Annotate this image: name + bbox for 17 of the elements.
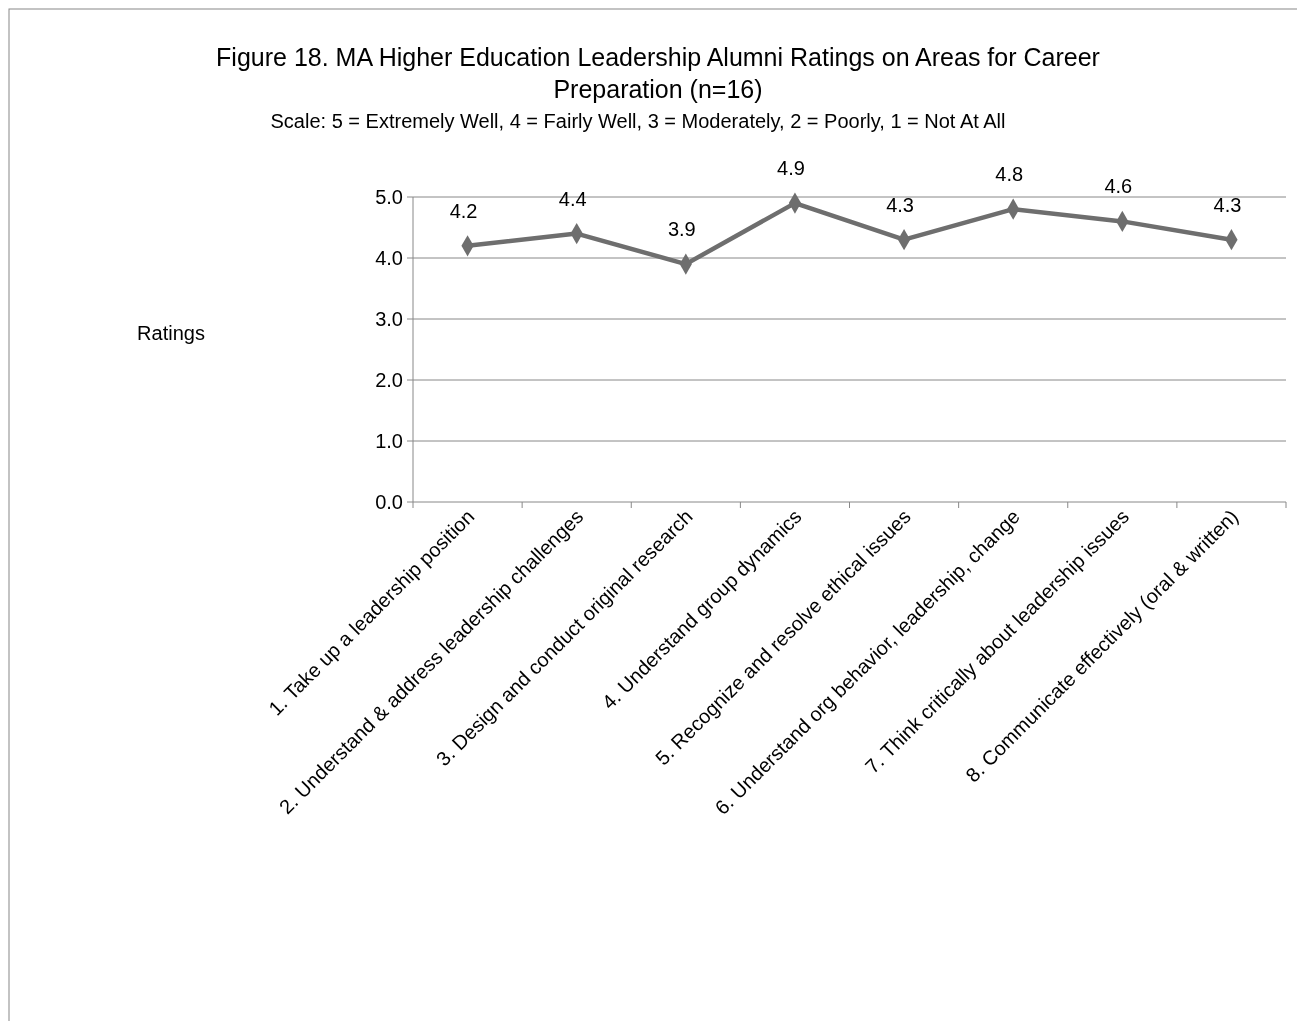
y-tick-label: 2.0 [375,369,403,391]
y-tick-label: 3.0 [375,308,403,330]
data-label: 4.9 [777,157,805,180]
data-label: 4.2 [449,199,478,222]
y-tick-label: 0.0 [375,491,403,513]
data-label: 4.8 [995,163,1024,186]
y-tick-label: 5.0 [375,186,403,208]
data-label: 4.3 [1213,193,1242,216]
data-label: 3.9 [667,218,696,241]
data-label: 4.4 [558,187,587,210]
y-axis-title: Ratings [137,322,205,344]
y-tick-label: 1.0 [375,430,403,452]
chart-subtitle: Scale: 5 = Extremely Well, 4 = Fairly Well, 3 = Moderately, 2 = Poorly, 1 = Not At All [270,110,1006,132]
chart-title: Figure 18. MA Higher Education Leadership Alumni Ratings on Areas for Career Preparation (n=16) [216,43,1100,103]
data-label: 4.3 [886,193,914,216]
data-label: 4.6 [1104,175,1133,198]
y-tick-label: 4.0 [375,247,403,269]
